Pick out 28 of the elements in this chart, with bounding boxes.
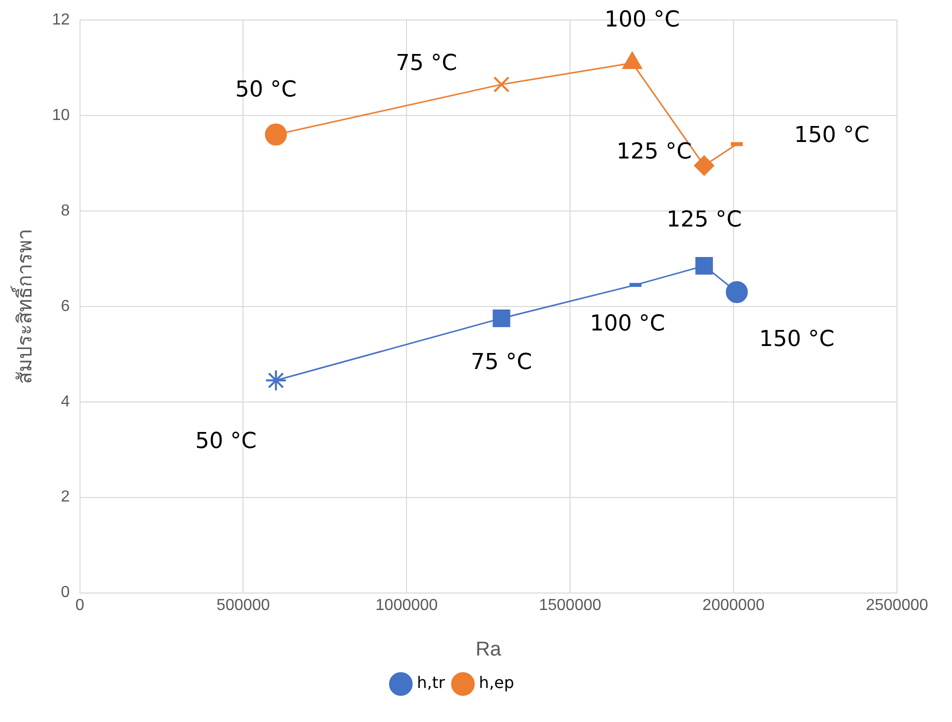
annotation: 75 °C [396,51,458,76]
annotation: 150 °C [794,122,870,148]
annotation: 100 °C [604,8,680,33]
x-tick-label: 2000000 [702,596,765,614]
y-tick-label: 6 [60,298,70,315]
annotation: 125 °C [666,208,742,233]
legend-label: h,ep [478,673,514,692]
x-tick-label: 1000000 [376,596,438,614]
annotation: 150 °C [759,326,835,352]
x-tick-label: 500000 [216,596,270,614]
y-tick-label: 4 [60,393,70,410]
y-tick-label: 10 [52,106,70,124]
legend-label: h,tr [416,673,446,692]
annotation: 50 °C [195,429,257,454]
y-axis-title: สัมประสิทธิ์การพา [10,228,37,384]
y-tick-label: 8 [60,202,70,220]
annotation: 100 °C [590,312,666,337]
point [694,156,714,176]
x-tick-label: 1500000 [538,596,602,614]
annotation: 125 °C [616,139,692,164]
y-tick-label: 2 [60,488,70,506]
x-tick-label: 0 [75,596,84,614]
x-axis-title: Ra [476,638,502,661]
y-tick-label: 12 [52,11,70,28]
annotation: 50 °C [235,77,297,102]
y-tick-label: 0 [60,584,70,602]
annotation: 75 °C [470,350,532,376]
x-tick-label: 2500000 [866,596,928,614]
